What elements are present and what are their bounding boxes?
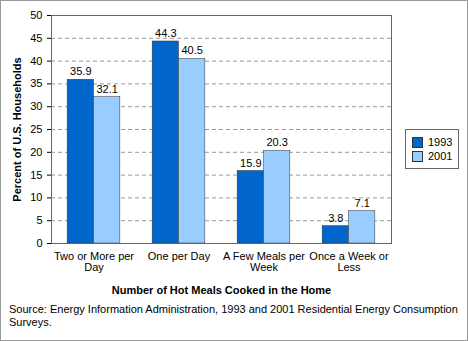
svg-text:10: 10 — [30, 191, 42, 203]
svg-text:Two or More perDay: Two or More perDay — [54, 250, 134, 273]
svg-text:3.8: 3.8 — [328, 212, 343, 224]
svg-text:32.1: 32.1 — [96, 83, 117, 95]
html-text:Source: Energy Information Adm: Source: Energy Information Administratio… — [9, 303, 458, 328]
svg-text:A Few Meals perWeek: A Few Meals perWeek — [223, 250, 305, 273]
html-text:1993: 1993 — [428, 136, 453, 148]
svg-text:40: 40 — [30, 55, 42, 67]
svg-text:0: 0 — [36, 237, 42, 249]
svg-text:Once a Week orLess: Once a Week orLess — [309, 250, 389, 273]
svg-text:15: 15 — [30, 169, 42, 181]
svg-text:20.3: 20.3 — [266, 136, 287, 148]
svg-text:25: 25 — [30, 123, 42, 135]
svg-text:50: 50 — [30, 9, 42, 21]
svg-text:40.5: 40.5 — [181, 44, 202, 56]
html-text:2001: 2001 — [428, 150, 453, 162]
svg-text:45: 45 — [30, 32, 42, 44]
svg-text:Percent of U.S. Households: Percent of U.S. Households — [11, 57, 23, 201]
svg-text:20: 20 — [30, 146, 42, 158]
svg-text:35.9: 35.9 — [70, 65, 91, 77]
svg-text:35: 35 — [30, 77, 42, 89]
svg-text:44.3: 44.3 — [155, 27, 176, 39]
svg-text:30: 30 — [30, 100, 42, 112]
svg-text:Number of Hot Meals Cooked in: Number of Hot Meals Cooked in the Home — [112, 284, 331, 296]
svg-text:7.1: 7.1 — [355, 197, 370, 209]
svg-text:One per Day: One per Day — [148, 250, 211, 262]
svg-text:5: 5 — [36, 214, 42, 226]
svg-text:15.9: 15.9 — [240, 157, 261, 169]
